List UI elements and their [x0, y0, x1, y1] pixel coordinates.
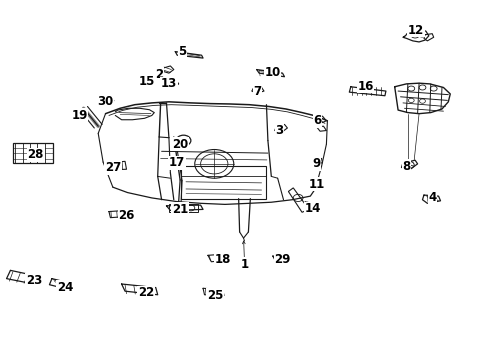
Text: 30: 30	[97, 95, 113, 108]
Text: 15: 15	[139, 75, 155, 88]
Text: 12: 12	[407, 24, 424, 37]
Text: 4: 4	[427, 192, 435, 204]
Text: 11: 11	[308, 178, 324, 191]
Text: 9: 9	[312, 157, 320, 170]
Text: 13: 13	[161, 77, 177, 90]
Text: 5: 5	[178, 45, 186, 58]
Text: 21: 21	[172, 203, 188, 216]
Text: 27: 27	[104, 161, 121, 174]
Text: 19: 19	[71, 109, 88, 122]
Text: 10: 10	[264, 66, 280, 79]
Text: 18: 18	[214, 253, 230, 266]
Text: 7: 7	[253, 85, 261, 98]
Text: 16: 16	[357, 80, 373, 93]
Text: 25: 25	[206, 289, 223, 302]
Text: 24: 24	[57, 281, 73, 294]
Text: 29: 29	[274, 253, 290, 266]
Bar	[168, 204, 198, 212]
Text: 2: 2	[155, 68, 163, 81]
Bar	[13, 143, 53, 163]
Text: 3: 3	[275, 124, 283, 137]
Text: 1: 1	[240, 258, 248, 271]
Text: 23: 23	[26, 274, 42, 287]
Text: 26: 26	[118, 210, 134, 222]
Text: 14: 14	[304, 202, 320, 215]
Text: 8: 8	[402, 160, 409, 173]
Text: 22: 22	[138, 287, 154, 300]
Text: 20: 20	[172, 138, 188, 150]
Text: 28: 28	[27, 148, 44, 161]
Bar	[181, 166, 266, 199]
Text: 6: 6	[313, 114, 321, 127]
Text: 17: 17	[169, 156, 185, 169]
